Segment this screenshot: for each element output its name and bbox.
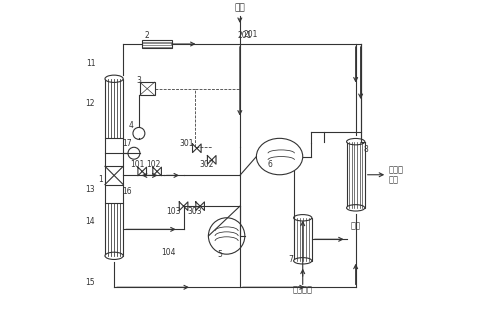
Text: 7: 7	[289, 255, 294, 264]
Text: 301: 301	[179, 139, 194, 148]
Text: 201: 201	[238, 31, 252, 40]
Text: 302: 302	[199, 160, 214, 169]
Text: 液氨: 液氨	[351, 221, 361, 230]
Text: 15: 15	[85, 278, 95, 287]
Text: 17: 17	[122, 139, 131, 148]
Text: 201: 201	[243, 29, 257, 39]
Ellipse shape	[347, 205, 365, 211]
Text: 101: 101	[130, 160, 144, 169]
Text: 4: 4	[128, 121, 133, 130]
Text: 11: 11	[86, 59, 96, 68]
Text: 12: 12	[85, 99, 95, 108]
Bar	[105, 79, 123, 138]
Bar	[105, 166, 123, 185]
Bar	[347, 142, 365, 208]
Ellipse shape	[294, 258, 312, 264]
Ellipse shape	[105, 252, 123, 260]
Text: 102: 102	[147, 160, 161, 169]
Text: 3: 3	[137, 76, 142, 85]
Text: 8: 8	[363, 145, 368, 154]
Text: 1: 1	[99, 175, 103, 184]
Text: 16: 16	[123, 187, 132, 196]
Text: 5: 5	[217, 250, 223, 259]
Text: 2: 2	[145, 31, 150, 40]
Text: 工业乙醇: 工业乙醇	[293, 286, 313, 294]
Text: 303: 303	[188, 207, 202, 216]
Text: 104: 104	[161, 248, 176, 257]
Bar	[142, 40, 172, 48]
Text: 6: 6	[267, 160, 272, 169]
Text: 14: 14	[85, 217, 95, 225]
Ellipse shape	[347, 138, 365, 145]
Text: 13: 13	[85, 185, 95, 194]
Text: 氢气: 氢气	[234, 4, 245, 13]
Bar	[140, 82, 155, 95]
Ellipse shape	[105, 75, 123, 82]
Text: 103: 103	[167, 207, 181, 216]
Bar	[294, 218, 312, 261]
Ellipse shape	[294, 215, 312, 221]
Bar	[105, 203, 123, 256]
Text: 去分离
工段: 去分离 工段	[389, 165, 404, 185]
